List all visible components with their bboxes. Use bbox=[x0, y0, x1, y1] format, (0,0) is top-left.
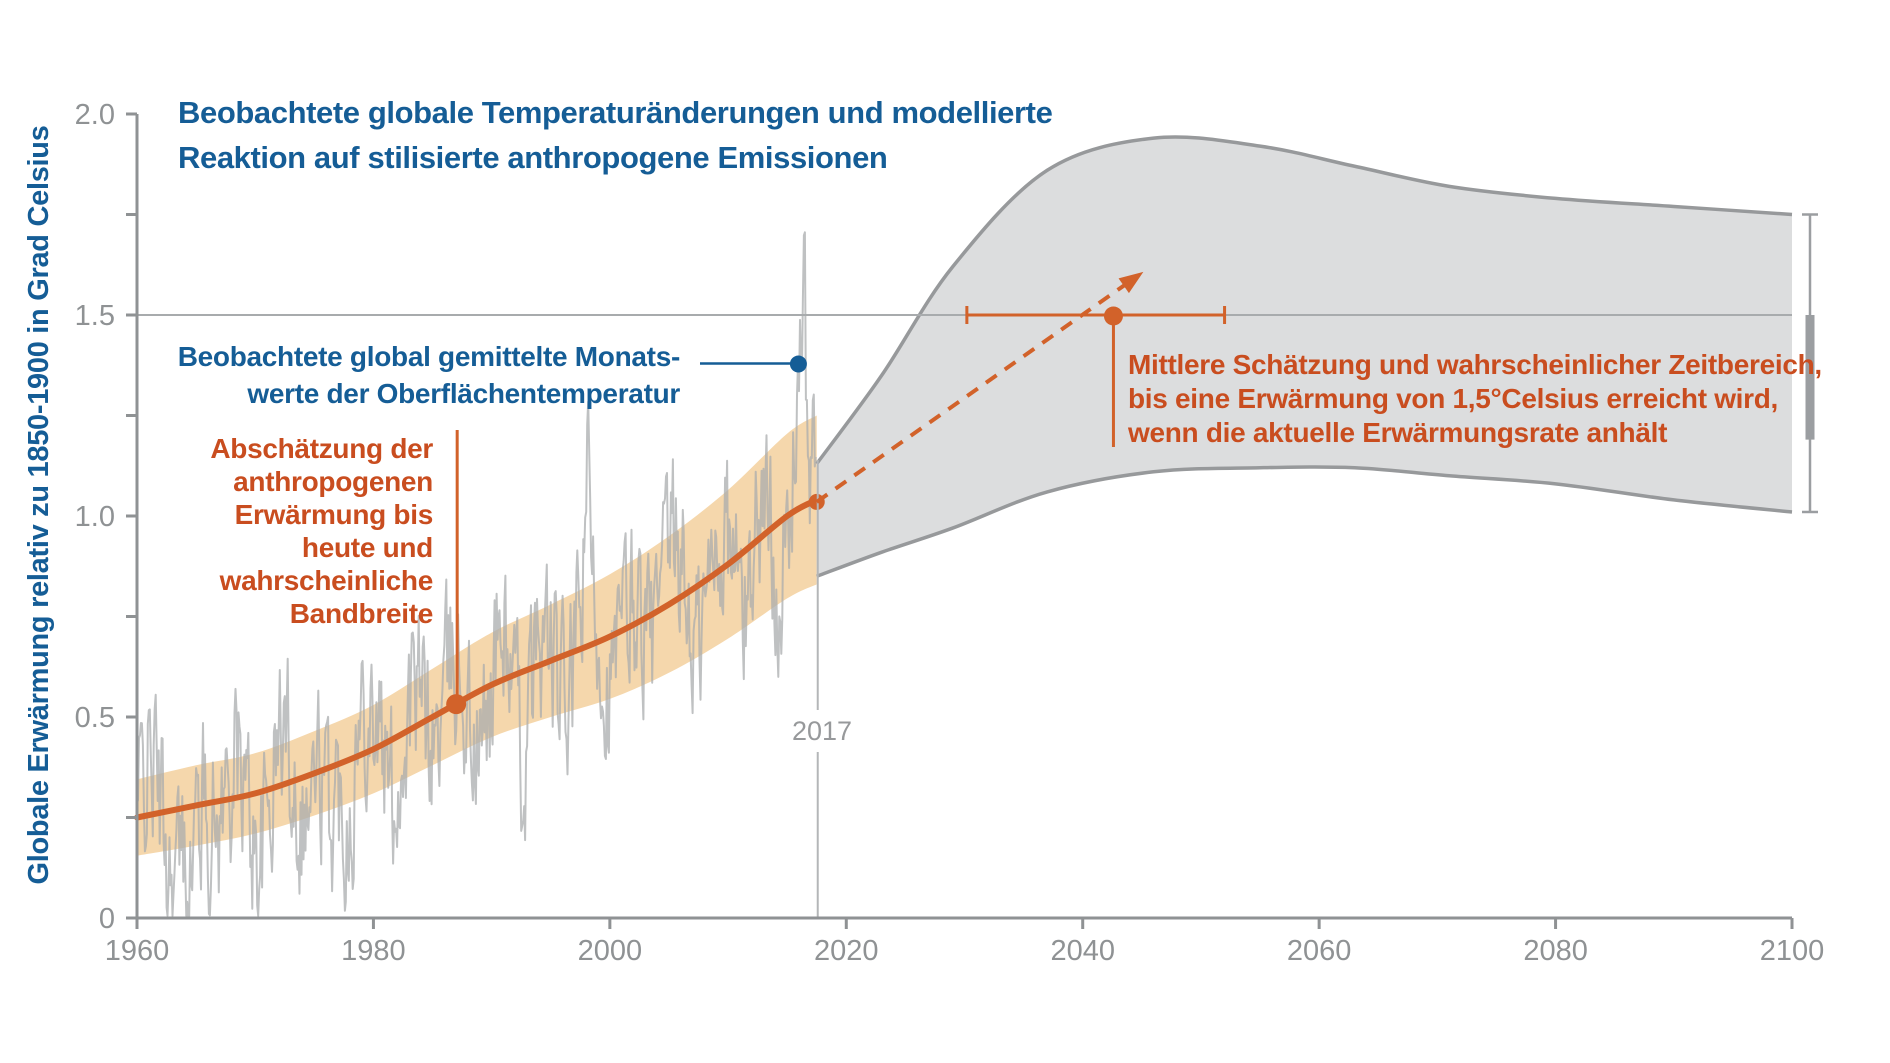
orange-left-line6: Bandbreite bbox=[290, 598, 433, 629]
x-tick-label: 2100 bbox=[1760, 935, 1825, 967]
x-tick-label: 1960 bbox=[105, 935, 170, 967]
anthropogenic-likely-band bbox=[137, 415, 817, 856]
y-tick-label: 2.0 bbox=[75, 99, 115, 131]
blue-annotation-text: Beobachtete global gemittelte Monats- we… bbox=[178, 341, 681, 409]
y-axis-label: Globale Erwärmung relativ zu 1850-1900 i… bbox=[23, 125, 55, 884]
y-tick-label: 1.0 bbox=[75, 501, 115, 533]
observed-monthly-line-layer bbox=[136, 231, 817, 917]
projection-wedge-lower-border bbox=[816, 465, 1793, 578]
marker-2017-label: 2017 bbox=[792, 716, 852, 746]
orange-left-line5: wahrscheinliche bbox=[219, 565, 433, 596]
observed-monthly-line bbox=[136, 231, 817, 917]
central-estimate-line bbox=[134, 496, 820, 821]
trend-arrow-head bbox=[1118, 271, 1144, 294]
whisker-2100-thick-range bbox=[1805, 315, 1815, 440]
orange-right-line3: wenn die aktuelle Erwärmungsrate anhält bbox=[1127, 417, 1667, 448]
estimate-1987-dot bbox=[446, 694, 467, 715]
orange-left-line3: Erwärmung bis bbox=[235, 499, 433, 530]
y-tick-label: 1.5 bbox=[75, 300, 115, 332]
x-tick-label: 2060 bbox=[1287, 935, 1352, 967]
orange-right-annotation-text: Mittlere Schätzung und wahrscheinlicher … bbox=[1127, 349, 1822, 448]
observed-peak-dot bbox=[789, 355, 807, 373]
axes-layer: 0 0.5 1.0 1.5 2.0 1960 1980 2000 2020 2040 2060 208… bbox=[75, 99, 1825, 967]
crossing-median-dot bbox=[1103, 306, 1123, 326]
orange-left-annotation-text: Abschätzung der anthropogenen Erwärmung … bbox=[210, 433, 433, 629]
projection-wedge-upper-border bbox=[815, 135, 1793, 465]
x-tick-label: 2080 bbox=[1523, 935, 1588, 967]
blue-annotation-line2: werte der Oberflächentemperatur bbox=[246, 378, 680, 409]
orange-left-line1: Abschätzung der bbox=[210, 433, 433, 464]
orange-left-line2: anthropogenen bbox=[233, 466, 433, 497]
orange-left-line4: heute und bbox=[302, 532, 433, 563]
orange-right-line2: bis eine Erwärmung von 1,5°Celsius errei… bbox=[1128, 383, 1778, 414]
x-tick-label: 2000 bbox=[578, 935, 643, 967]
chart-title-line2: Reaktion auf stilisierte anthropogene Em… bbox=[178, 140, 887, 175]
likely-range-band-layer bbox=[137, 415, 817, 856]
x-tick-label: 1980 bbox=[341, 935, 406, 967]
projection-wedge-fill bbox=[816, 136, 1792, 577]
orange-right-line1: Mittlere Schätzung und wahrscheinlicher … bbox=[1128, 349, 1822, 380]
y-tick-label: 0 bbox=[99, 903, 115, 935]
annotation-graphics-layer bbox=[455, 213, 1818, 697]
x-tick-label: 2020 bbox=[814, 935, 879, 967]
projection-wedge-layer bbox=[815, 135, 1793, 578]
chart-title-line1: Beobachtete globale Temperaturänderungen… bbox=[178, 95, 1053, 130]
blue-annotation-line1: Beobachtete global gemittelte Monats- bbox=[178, 341, 680, 372]
y-tick-label: 0.5 bbox=[75, 702, 115, 734]
x-tick-label: 2040 bbox=[1050, 935, 1115, 967]
